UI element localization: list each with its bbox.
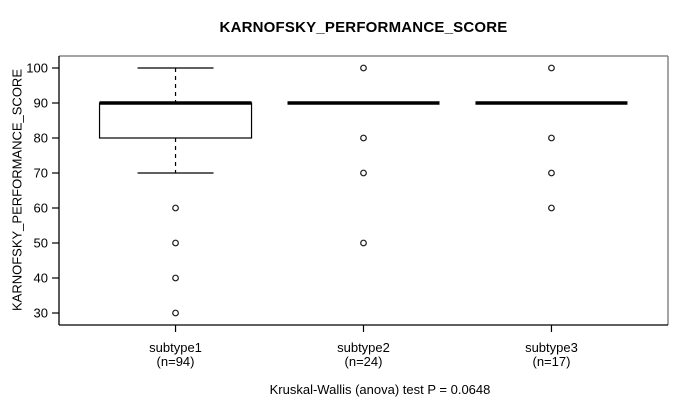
y-tick-label: 50: [34, 236, 48, 251]
outlier-point: [172, 204, 179, 212]
outlier-point: [360, 64, 367, 72]
outlier-point: [548, 204, 555, 212]
outlier-point: [360, 169, 367, 177]
y-tick-label: 30: [34, 306, 48, 321]
group-label: subtype3: [525, 340, 578, 355]
outlier-point: [548, 134, 555, 142]
y-tick-label: 80: [34, 131, 48, 146]
y-tick-label: 90: [34, 96, 48, 111]
outlier-point: [172, 274, 179, 282]
y-tick-label: 60: [34, 201, 48, 216]
outlier-point: [172, 239, 179, 247]
group-label: subtype2: [337, 340, 390, 355]
outlier-point: [360, 239, 367, 247]
y-tick-label: 70: [34, 166, 48, 181]
outlier-point: [548, 64, 555, 72]
chart-title: KARNOFSKY_PERFORMANCE_SCORE: [219, 19, 508, 36]
group-label: subtype1: [149, 340, 202, 355]
stat-test-caption: Kruskal-Wallis (anova) test P = 0.0648: [269, 382, 491, 397]
group-sublabel: (n=24): [345, 354, 383, 369]
outlier-point: [360, 134, 367, 142]
y-tick-label: 40: [34, 271, 48, 286]
y-tick-label: 100: [26, 61, 48, 76]
group-sublabel: (n=94): [157, 354, 195, 369]
outlier-point: [548, 169, 555, 177]
group-sublabel: (n=17): [532, 354, 570, 369]
box: [98, 102, 253, 139]
outlier-point: [172, 309, 179, 317]
